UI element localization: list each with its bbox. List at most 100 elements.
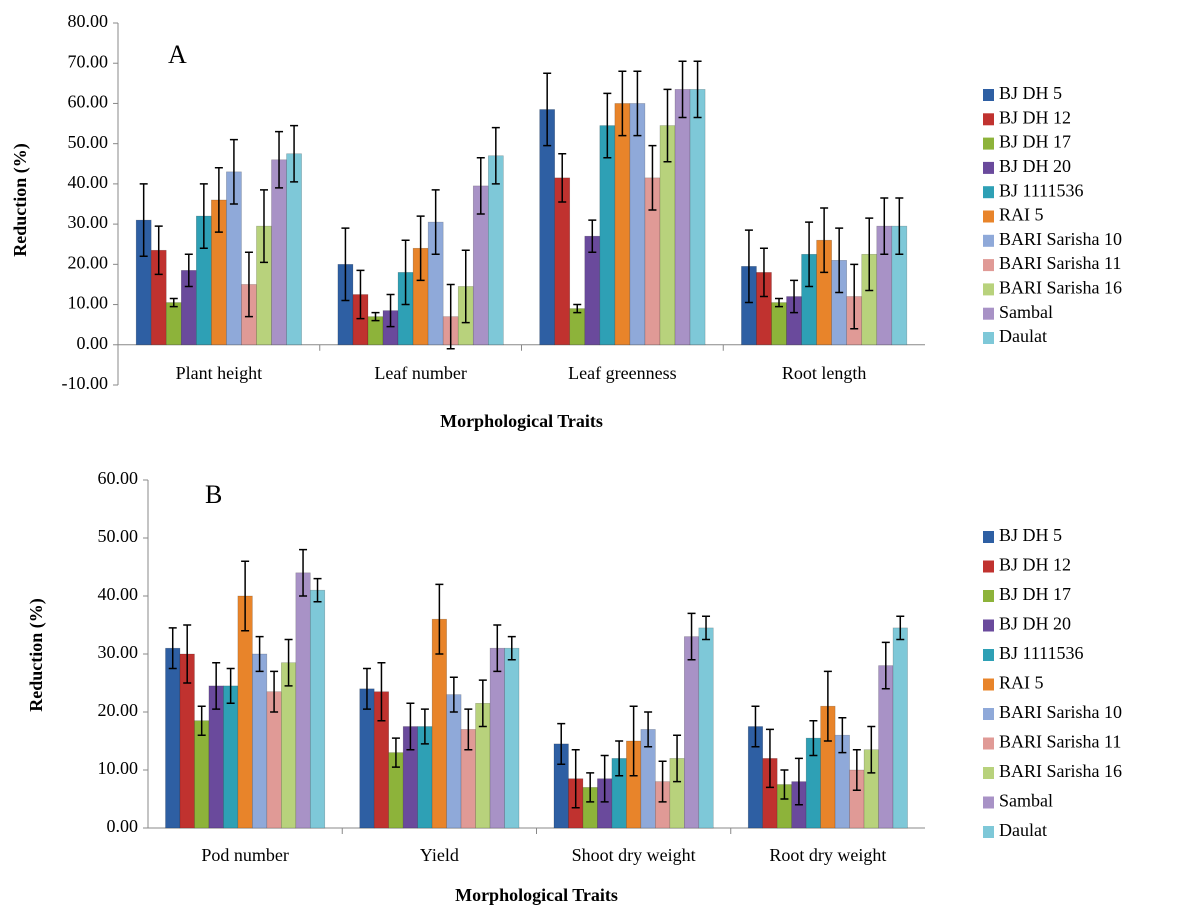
error-bar [644, 711, 653, 748]
y-tick-label: 60.00 [98, 468, 139, 488]
bar [446, 694, 462, 829]
panel-label: A [168, 40, 187, 69]
error-bar [169, 297, 178, 308]
error-bar [139, 183, 148, 258]
error-bar [197, 705, 206, 736]
error-bar [759, 247, 768, 298]
error-bar [780, 769, 789, 800]
error-bar [600, 754, 609, 803]
legend-swatch [983, 89, 994, 101]
error-bar [255, 635, 264, 673]
legend-swatch [983, 708, 994, 720]
error-bar [290, 124, 299, 183]
y-tick-label: 0.00 [107, 816, 139, 836]
error-bar [401, 239, 410, 306]
error-bar [183, 624, 192, 684]
bar [165, 302, 182, 346]
legend-swatch [983, 113, 994, 126]
x-axis-title: Morphological Traits [440, 411, 603, 431]
error-bar [493, 624, 502, 673]
legend-label: BARI Sarisha 11 [999, 732, 1121, 752]
error-bar [852, 748, 861, 792]
error-bar [765, 728, 774, 789]
error-bar [371, 311, 380, 322]
error-bar [775, 297, 784, 308]
legend-label: BJ DH 17 [999, 584, 1071, 604]
bar [281, 662, 297, 829]
error-bar [212, 661, 221, 710]
legend-label: Daulat [999, 820, 1047, 840]
y-tick-label: 40.00 [98, 584, 139, 604]
error-bar [464, 708, 473, 751]
legend-swatch [983, 737, 994, 750]
error-bar [586, 772, 595, 803]
error-bar [377, 661, 386, 722]
x-tick-label: Root dry weight [769, 845, 886, 865]
error-bar [420, 708, 429, 745]
error-bar [476, 156, 485, 215]
legend-label: BJ DH 17 [999, 132, 1071, 152]
error-bar [881, 641, 890, 690]
error-bar [794, 757, 803, 806]
error-bar [241, 560, 250, 632]
bar [295, 572, 311, 829]
y-axis-title: Reduction (%) [10, 143, 31, 257]
bar [165, 647, 181, 829]
error-bar [199, 183, 208, 249]
error-bar [687, 612, 696, 661]
bar [771, 302, 787, 346]
error-bar [615, 740, 624, 777]
y-tick-label: -10.00 [62, 373, 109, 393]
error-bar [168, 627, 177, 670]
legend-swatch [983, 137, 994, 150]
error-bar [259, 189, 268, 264]
x-axis-title: Morphological Traits [455, 885, 618, 905]
bar [614, 103, 631, 346]
legend-swatch [983, 649, 994, 661]
legend-swatch [983, 307, 994, 320]
legend-label: BARI Sarisha 16 [999, 278, 1122, 298]
error-bar [478, 679, 487, 728]
bar [309, 589, 326, 829]
y-tick-label: 30.00 [98, 642, 139, 662]
error-bar [618, 70, 627, 137]
bar [878, 665, 894, 829]
error-bar [880, 197, 889, 256]
legend-label: RAI 5 [999, 673, 1044, 693]
error-bar [386, 293, 395, 328]
error-bar [214, 167, 223, 233]
legend-label: Sambal [999, 791, 1053, 811]
x-tick-label: Root length [782, 363, 867, 383]
error-bar [154, 225, 163, 276]
error-bar [867, 725, 876, 774]
legend-swatch [983, 531, 994, 543]
error-bar [805, 221, 814, 288]
error-bar [790, 279, 799, 314]
error-bar [406, 702, 415, 751]
bar [252, 653, 268, 829]
bar [689, 89, 706, 346]
legend-swatch [983, 560, 994, 573]
error-bar [299, 548, 308, 597]
legend-label: BJ DH 20 [999, 614, 1071, 634]
error-bar [435, 583, 444, 655]
legend-swatch [983, 283, 994, 296]
error-bar [633, 70, 642, 137]
error-bar [573, 303, 582, 314]
error-bar [557, 722, 566, 765]
legend-label: BARI Sarisha 16 [999, 761, 1122, 781]
error-bar [507, 635, 516, 661]
error-bar [446, 283, 455, 350]
error-bar [449, 676, 458, 713]
error-bar [588, 219, 597, 254]
error-bar [313, 577, 322, 603]
error-bar [744, 229, 753, 304]
legend-label: BJ DH 12 [999, 555, 1071, 575]
legend-swatch [983, 796, 994, 809]
x-tick-label: Pod number [201, 845, 289, 865]
bar [684, 636, 700, 829]
legend-swatch [983, 161, 994, 174]
bar [569, 308, 586, 346]
legend-label: BJ DH 5 [999, 83, 1062, 103]
